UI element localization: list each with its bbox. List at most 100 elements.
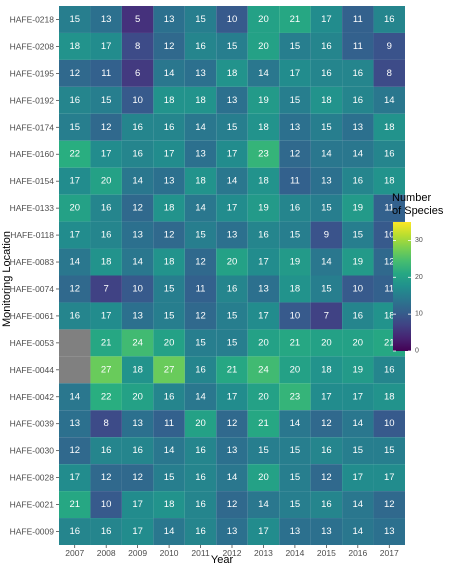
heatmap-cell xyxy=(90,248,122,276)
cell-value-label: 10 xyxy=(384,418,395,429)
cell-value-label: 16 xyxy=(353,95,364,106)
y-tick-label: HAFE-0061 xyxy=(10,311,55,321)
cell-value-label: 13 xyxy=(69,418,80,429)
heatmap-cell-labels: 15 13 5 13 15 10 20 21 17 11 16 18 17 8 12 16 15 20 15 16 11… xyxy=(69,14,394,537)
heatmap-cell xyxy=(184,356,217,384)
cell-value-label: 11 xyxy=(290,176,300,187)
heatmap-cell xyxy=(342,59,374,87)
heatmap-cell xyxy=(279,167,311,195)
heatmap-cell xyxy=(184,113,217,141)
heatmap-cell xyxy=(121,140,154,168)
heatmap-cell xyxy=(90,275,122,303)
legend-tick-label: 0 xyxy=(415,348,419,355)
heatmap-cell xyxy=(59,167,91,195)
cell-value-label: 13 xyxy=(227,526,238,537)
cell-value-label: 16 xyxy=(353,176,364,187)
cell-value-label: 7 xyxy=(104,283,109,294)
cell-value-label: 15 xyxy=(353,230,364,241)
cell-value-label: 12 xyxy=(164,230,175,241)
cell-value-label: 18 xyxy=(164,95,175,106)
cell-value-label: 18 xyxy=(164,203,175,214)
heatmap-cell xyxy=(153,302,185,330)
cell-value-label: 16 xyxy=(101,445,112,456)
heatmap-cell xyxy=(342,329,374,357)
heatmap-cell xyxy=(184,59,217,87)
cell-value-label: 13 xyxy=(290,526,301,537)
heatmap-cell xyxy=(90,221,122,249)
cell-value-label: 16 xyxy=(69,310,80,321)
cell-value-label: 15 xyxy=(227,310,238,321)
cell-value-label: 14 xyxy=(321,257,332,268)
cell-value-label: 18 xyxy=(258,176,269,187)
cell-value-label: 17 xyxy=(290,68,301,79)
heatmap-cell xyxy=(216,302,248,330)
heatmap-cell xyxy=(184,437,217,465)
cell-value-label: 16 xyxy=(321,445,332,456)
heatmap-cell xyxy=(121,59,154,87)
cell-value-label: 13 xyxy=(132,230,143,241)
heatmap-cell xyxy=(216,86,248,114)
cell-value-label: 13 xyxy=(101,14,112,25)
cell-value-label: 15 xyxy=(290,445,301,456)
heatmap-cell xyxy=(216,275,248,303)
cell-value-label: 15 xyxy=(69,122,80,133)
heatmap-cell xyxy=(184,194,217,222)
heatmap-cell xyxy=(184,6,217,33)
heatmap-cell xyxy=(90,194,122,222)
cell-value-label: 16 xyxy=(195,41,206,52)
heatmap-cell xyxy=(310,518,343,545)
heatmap-cell xyxy=(216,248,248,276)
cell-value-label: 11 xyxy=(353,41,363,52)
heatmap-cells xyxy=(59,6,405,545)
cell-value-label: 13 xyxy=(321,526,332,537)
y-tick-label: HAFE-0030 xyxy=(10,446,55,456)
heatmap-cell xyxy=(216,383,248,411)
cell-value-label: 15 xyxy=(164,310,175,321)
legend-tick-label: 20 xyxy=(415,274,423,281)
cell-value-label: 21 xyxy=(101,337,112,348)
cell-value-label: 14 xyxy=(384,95,395,106)
cell-value-label: 17 xyxy=(258,310,269,321)
cell-value-label: 14 xyxy=(353,526,364,537)
cell-value-label: 16 xyxy=(384,149,395,160)
y-tick-label: HAFE-0218 xyxy=(10,14,55,24)
cell-value-label: 20 xyxy=(353,337,364,348)
y-tick-label: HAFE-0174 xyxy=(10,122,55,132)
heatmap-cell xyxy=(153,356,185,384)
heatmap-cell xyxy=(279,329,311,357)
cell-value-label: 17 xyxy=(321,391,332,402)
heatmap-cell xyxy=(373,194,405,222)
heatmap-cell xyxy=(184,86,217,114)
cell-value-label: 13 xyxy=(227,445,238,456)
cell-value-label: 16 xyxy=(195,499,206,510)
heatmap-cell xyxy=(279,6,311,33)
cell-value-label: 15 xyxy=(195,337,206,348)
cell-value-label: 17 xyxy=(132,499,143,510)
heatmap-cell xyxy=(342,410,374,438)
heatmap-cell xyxy=(216,437,248,465)
cell-value-label: 14 xyxy=(353,499,364,510)
cell-value-label: 23 xyxy=(290,391,301,402)
y-tick-label: HAFE-0021 xyxy=(10,500,55,510)
heatmap-cell xyxy=(247,194,280,222)
heatmap-cell xyxy=(310,491,343,519)
cell-value-label: 15 xyxy=(290,230,301,241)
heatmap-cell xyxy=(247,410,280,438)
heatmap-cell xyxy=(310,113,343,141)
cell-value-label: 15 xyxy=(258,445,269,456)
cell-value-label: 15 xyxy=(353,445,364,456)
heatmap-cell xyxy=(153,329,185,357)
heatmap-cell xyxy=(121,302,154,330)
cell-value-label: 13 xyxy=(290,122,301,133)
cell-value-label: 16 xyxy=(195,445,206,456)
x-tick-label: 2008 xyxy=(97,548,116,558)
heatmap-cell xyxy=(373,6,405,33)
heatmap-cell xyxy=(373,518,405,545)
heatmap-cell xyxy=(310,221,343,249)
heatmap-cell xyxy=(216,6,248,33)
y-tick-label: HAFE-0053 xyxy=(10,338,55,348)
cell-value-label: 21 xyxy=(290,337,301,348)
cell-value-label: 19 xyxy=(353,364,364,375)
cell-value-label: 17 xyxy=(69,472,80,483)
heatmap-cell xyxy=(247,167,280,195)
